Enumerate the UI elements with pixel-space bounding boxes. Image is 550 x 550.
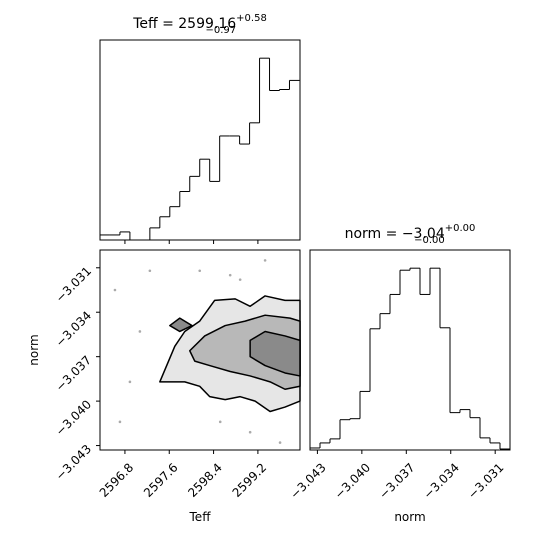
y-tick-label: −3.034	[53, 308, 94, 349]
y-tick-label: −3.037	[53, 353, 94, 394]
x-tick-label: −3.040	[332, 460, 373, 501]
sample-point	[128, 380, 132, 384]
x-tick-label: 2597.6	[141, 460, 181, 500]
axes-frame	[99, 249, 301, 451]
y-tick-label: −3.040	[53, 397, 94, 438]
x-tick-label: 2599.2	[230, 460, 270, 500]
panel: 2596.8 2597.6 2598.4 2599.2−3.043−3.040−3.0…	[27, 249, 301, 524]
sample-point	[278, 441, 282, 444]
sample-point	[138, 330, 142, 333]
x-tick-label: 2596.8	[97, 460, 137, 500]
y-tick-label: −3.031	[53, 264, 94, 305]
sample-point	[228, 273, 232, 277]
title-sub: −0.97	[206, 25, 237, 36]
sample-point	[263, 259, 267, 262]
panel-title: Teff = 2599.16+0.58 −0.97	[132, 13, 267, 36]
x-axis-label: norm	[394, 510, 425, 524]
x-tick-label: −3.037	[376, 460, 417, 501]
sample-point	[238, 278, 242, 281]
sample-point	[198, 269, 202, 273]
title-main: Teff = 2599.16	[132, 16, 236, 32]
y-axis-label: norm	[27, 334, 41, 365]
x-axis-label: Teff	[189, 510, 212, 524]
sample-point	[113, 288, 117, 292]
contour-level	[169, 317, 193, 333]
x-tick-label: 2598.4	[185, 460, 225, 500]
title-sub: −0.00	[414, 235, 445, 246]
panel: −3.043 −3.040 −3.037 −3.034 −3.031 norm = −3.…	[287, 223, 511, 524]
sample-point	[118, 420, 122, 424]
x-tick-label: −3.034	[421, 460, 462, 501]
y-tick-label: −3.043	[53, 442, 94, 483]
sample-point	[248, 430, 252, 434]
x-tick-label: −3.031	[465, 460, 506, 501]
x-tick-label: −3.043	[287, 460, 328, 501]
title-sup: +0.58	[236, 13, 267, 24]
title-main: norm = −3.04	[345, 226, 445, 242]
panel: Teff = 2599.16+0.58 −0.97	[99, 13, 301, 244]
sample-point	[218, 420, 222, 424]
axes-frame	[309, 249, 511, 451]
panel-title: norm = −3.04+0.00 −0.00	[345, 223, 476, 246]
axes-frame	[99, 39, 301, 241]
sample-point	[148, 269, 152, 273]
title-sup: +0.00	[445, 223, 476, 234]
